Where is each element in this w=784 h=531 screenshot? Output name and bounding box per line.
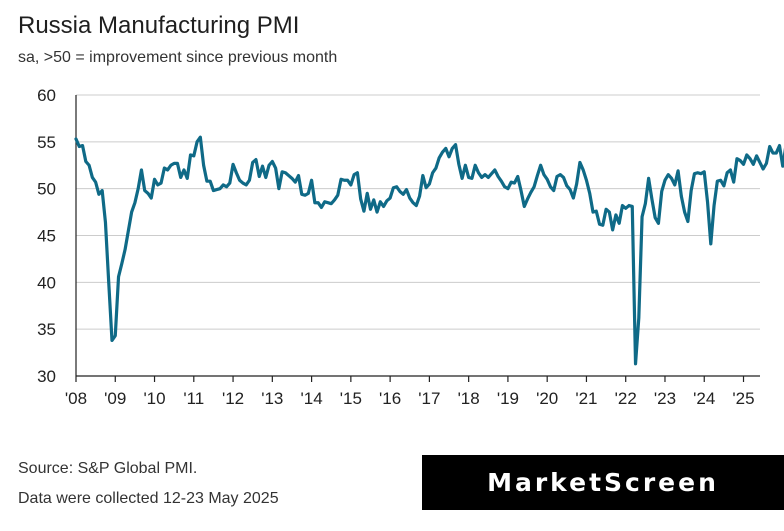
x-tick-label: '10 [143,389,165,408]
x-tick-label: '09 [104,389,126,408]
x-tick-label: '21 [575,389,597,408]
x-tick-label: '25 [732,389,754,408]
brand-logo: MarketScreen [422,455,784,510]
y-tick-label: 60 [37,86,56,105]
source-note: Source: S&P Global PMI. [18,460,198,477]
chart-subtitle: sa, >50 = improvement since previous mon… [18,49,338,66]
x-tick-label: '18 [458,389,480,408]
series-line-russia-pmi [74,135,784,366]
y-tick-label: 50 [37,180,56,199]
y-tick-label: 35 [37,320,56,339]
y-tick-label: 55 [37,133,56,152]
x-tick-label: '15 [340,389,362,408]
x-tick-label: '22 [615,389,637,408]
x-tick-label: '20 [536,389,558,408]
series-layer [74,135,784,366]
axes: 30 35 40 45 50 55 60 '08 '09 '10 '11 '12 '13 '14 '15 '1… [37,86,760,408]
x-tick-label: '16 [379,389,401,408]
y-tick-label: 30 [37,367,56,386]
x-tick-label: '11 [183,389,204,408]
gridlines [76,94,760,330]
x-tick-label: '23 [654,389,676,408]
y-tick-label: 40 [37,273,56,292]
x-tick-label: '17 [418,389,440,408]
collection-date-note: Data were collected 12-23 May 2025 [18,490,279,507]
x-tick-label: '24 [693,389,715,408]
x-tick-label: '14 [301,389,323,408]
x-tick-label: '13 [261,389,283,408]
y-tick-label: 45 [37,227,56,246]
pmi-line-chart: 30 35 40 45 50 55 60 '08 '09 '10 '11 '12 '13 '14 '15 '1… [37,86,784,408]
x-tick-label: '08 [65,389,87,408]
x-tick-label: '19 [497,389,519,408]
x-tick-label: '12 [222,389,244,408]
chart-title: Russia Manufacturing PMI [18,12,300,39]
